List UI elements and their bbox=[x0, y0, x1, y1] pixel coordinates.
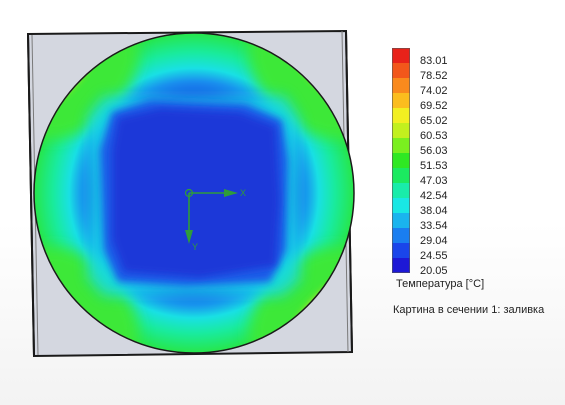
legend-color-segment bbox=[392, 258, 410, 273]
legend-color-segment bbox=[392, 183, 410, 198]
legend-tick-label: 29.04 bbox=[420, 235, 448, 247]
axis-y-label: Y bbox=[192, 242, 198, 252]
legend-tick-label: 56.03 bbox=[420, 145, 448, 157]
legend-tick-label: 38.04 bbox=[420, 205, 448, 217]
temperature-legend[interactable]: 83.01 78.52 74.02 69.52 65.02 60.53 56.03 51.53… bbox=[390, 48, 565, 348]
legend-tick-label: 83.01 bbox=[420, 55, 448, 67]
legend-tick-label: 20.05 bbox=[420, 265, 448, 277]
legend-tick-label: 65.02 bbox=[420, 115, 448, 127]
legend-tick-label: 69.52 bbox=[420, 100, 448, 112]
legend-color-segment bbox=[392, 243, 410, 258]
legend-color-segment bbox=[392, 153, 410, 168]
legend-color-segment bbox=[392, 168, 410, 183]
plot-caption: Картина в сечении 1: заливка bbox=[393, 304, 545, 316]
legend-tick-label: 60.53 bbox=[420, 130, 448, 142]
legend-color-segment bbox=[392, 108, 410, 123]
legend-color-segment bbox=[392, 138, 410, 153]
disk-outline bbox=[33, 32, 355, 354]
legend-title: Температура [°C] bbox=[396, 278, 485, 290]
legend-tick-label: 47.03 bbox=[420, 175, 448, 187]
legend-tick-label: 51.53 bbox=[420, 160, 448, 172]
legend-color-segment bbox=[392, 198, 410, 213]
legend-tick-label: 42.54 bbox=[420, 190, 448, 202]
legend-tick-label: 33.54 bbox=[420, 220, 448, 232]
legend-color-segment bbox=[392, 228, 410, 243]
legend-tick-label: 24.55 bbox=[420, 250, 448, 262]
legend-color-bar bbox=[392, 48, 410, 273]
legend-color-segment bbox=[392, 63, 410, 78]
legend-color-segment bbox=[392, 48, 410, 63]
legend-color-segment bbox=[392, 78, 410, 93]
legend-color-segment bbox=[392, 213, 410, 228]
axis-x-label: X bbox=[240, 188, 246, 198]
legend-color-segment bbox=[392, 123, 410, 138]
legend-tick-label: 74.02 bbox=[420, 85, 448, 97]
legend-tick-label: 78.52 bbox=[420, 70, 448, 82]
legend-color-segment bbox=[392, 93, 410, 108]
coordinate-triad: X Y bbox=[184, 188, 246, 252]
